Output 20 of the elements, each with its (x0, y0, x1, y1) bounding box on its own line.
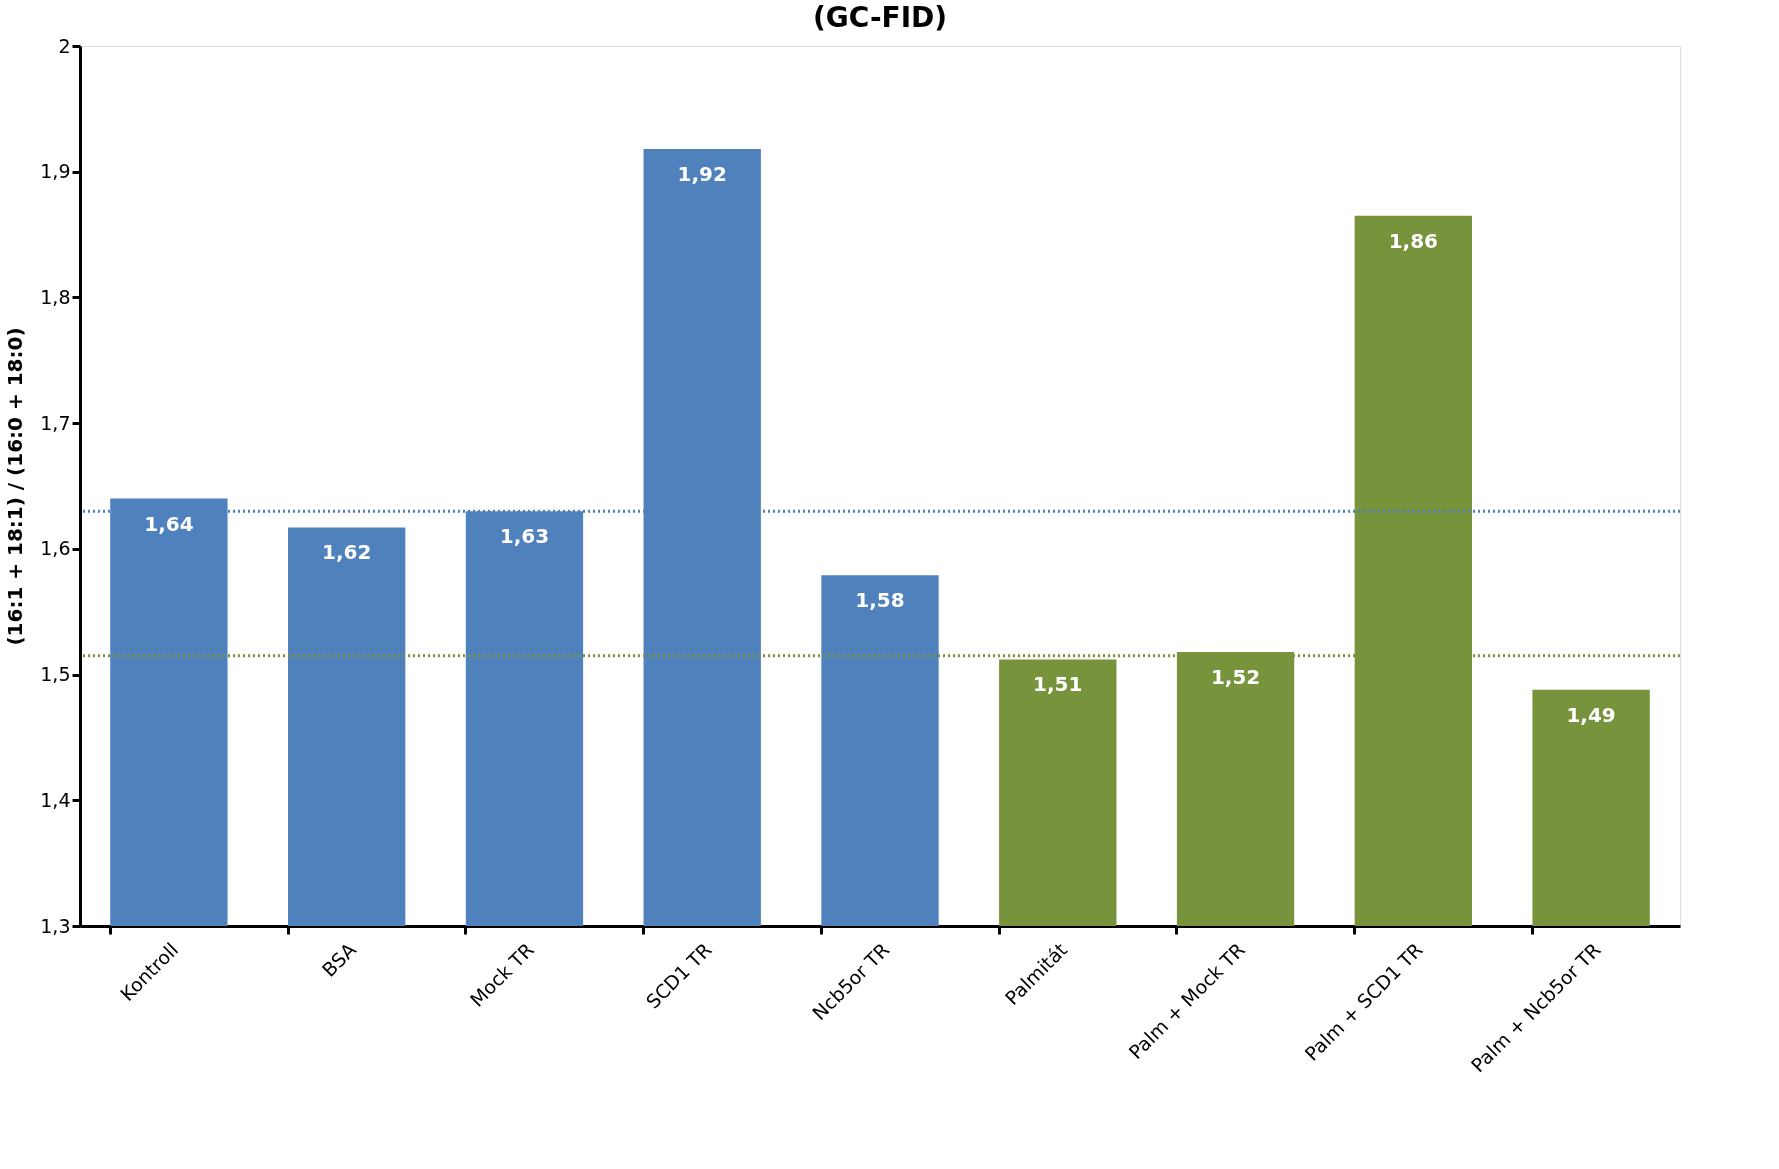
data-label: 1,58 (855, 588, 905, 613)
data-label: 1,52 (1210, 664, 1261, 689)
y-tick-label: 1,9 (40, 160, 71, 183)
data-label: 1,63 (499, 524, 550, 549)
y-tick-label: 1,3 (40, 914, 71, 937)
data-label: 1,64 (144, 511, 194, 536)
data-label: 1,92 (677, 162, 727, 187)
y-tick-label: 1,8 (40, 285, 71, 308)
y-tick-label: 1,7 (40, 411, 71, 434)
chart-title: (GC-FID) (812, 1, 948, 34)
data-label: 1,49 (1566, 702, 1616, 727)
data-label: 1,51 (1033, 672, 1083, 697)
y-tick-label: 1,6 (40, 537, 71, 560)
y-axis-title: (16:1 + 18:1) / (16:0 + 18:0) (3, 327, 28, 646)
x-tick-label: BSA (317, 938, 361, 981)
y-tick-label: 1,4 (40, 788, 71, 811)
data-label: 1,86 (1388, 228, 1439, 253)
data-label: 1,62 (321, 540, 372, 565)
y-tick-label: 2 (58, 34, 71, 57)
y-tick-label: 1,5 (40, 663, 71, 686)
